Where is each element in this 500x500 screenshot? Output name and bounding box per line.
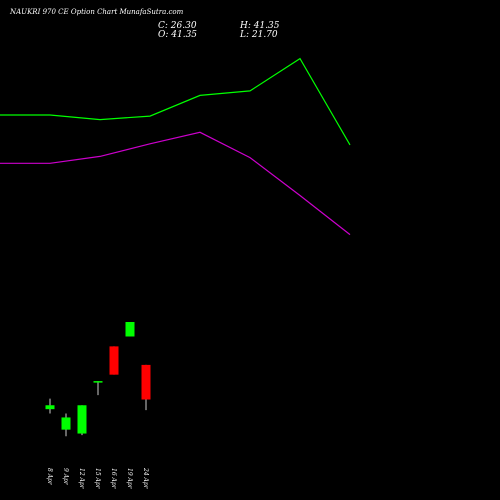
open-readout: O: 41.35 (158, 30, 197, 40)
candle-body (125, 322, 135, 337)
candle-body (61, 417, 71, 430)
candle-body (141, 364, 151, 400)
close-readout: C: 26.30 (158, 21, 197, 31)
upper-indicator-line (0, 57, 351, 146)
x-tick-label: 16 Apr (110, 468, 117, 490)
x-tick-label: 24 Apr (142, 467, 149, 490)
candles-group (45, 322, 151, 437)
candle-body (93, 381, 103, 383)
x-axis-ticks: 8 Apr 9 Apr 12 Apr 15 Apr 16 Apr 19 Apr 24 Apr (46, 467, 149, 490)
x-tick-label: 9 Apr (62, 468, 69, 486)
x-tick-label: 12 Apr (78, 468, 85, 490)
indicator-lines (0, 57, 351, 236)
x-tick-label: 19 Apr (126, 468, 133, 490)
chart-title: NAUKRI 970 CE Option Chart MunafaSutra.c… (9, 8, 184, 16)
x-tick-label: 15 Apr (94, 468, 101, 490)
candle-body (109, 346, 119, 375)
high-readout: H: 41.35 (239, 21, 280, 31)
candle-body (45, 405, 55, 410)
candle-body (77, 405, 87, 434)
x-tick-label: 8 Apr (46, 468, 53, 486)
low-readout: L: 21.70 (239, 30, 278, 40)
lower-indicator-line (0, 131, 351, 236)
